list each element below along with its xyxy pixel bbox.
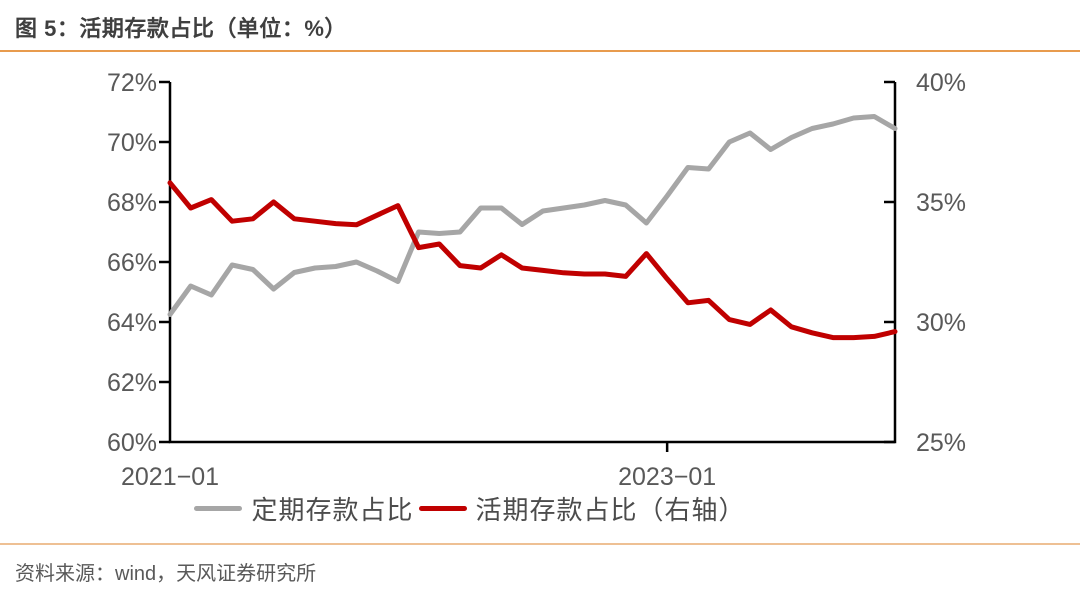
right-axis-tick-label: 40%: [916, 69, 966, 97]
left-axis-tick-label: 64%: [107, 309, 157, 337]
legend-label-demand-deposit-ratio: 活期存款占比（右轴）: [475, 495, 746, 525]
legend-label-time-deposit-ratio: 定期存款占比: [251, 495, 414, 525]
left-axis-tick-label: 70%: [107, 129, 157, 157]
right-axis-tick-label: 25%: [916, 429, 966, 457]
left-axis-tick-label: 66%: [107, 249, 157, 277]
footer-divider: [0, 543, 1080, 545]
left-axis-tick-label: 60%: [107, 429, 157, 457]
x-axis-tick-label: 2021−01: [121, 463, 219, 491]
time-deposit-ratio-line: [167, 114, 898, 317]
figure-title: 图 5：活期存款占比（单位：%）: [15, 16, 347, 41]
source-note: 资料来源：wind，天风证券研究所: [15, 563, 317, 585]
demand-deposit-ratio-line: [167, 180, 898, 341]
axis-frame: [168, 82, 897, 444]
right-axis-tick-label: 30%: [916, 309, 966, 337]
x-axis-tick-label: 2023−01: [618, 463, 716, 491]
legend-swatch-red-line: [418, 505, 467, 511]
right-axis-tick-label: 35%: [916, 189, 966, 217]
chart-legend: 定期存款占比 活期存款占比（右轴）: [0, 491, 1080, 525]
legend-item-demand-deposit-ratio: 活期存款占比（右轴）: [418, 490, 746, 527]
line-chart: 72% 70% 68% 66% 64% 62% 60% 40% 35% 30% 25% 2021−01…: [107, 69, 966, 491]
legend-item-time-deposit-ratio: 定期存款占比: [194, 490, 413, 527]
title-divider: [0, 50, 1080, 52]
legend-swatch-gray-line: [194, 505, 243, 511]
left-axis-tick-label: 72%: [107, 69, 157, 97]
left-axis-tick-label: 68%: [107, 189, 157, 217]
left-axis-tick-label: 62%: [107, 369, 157, 397]
